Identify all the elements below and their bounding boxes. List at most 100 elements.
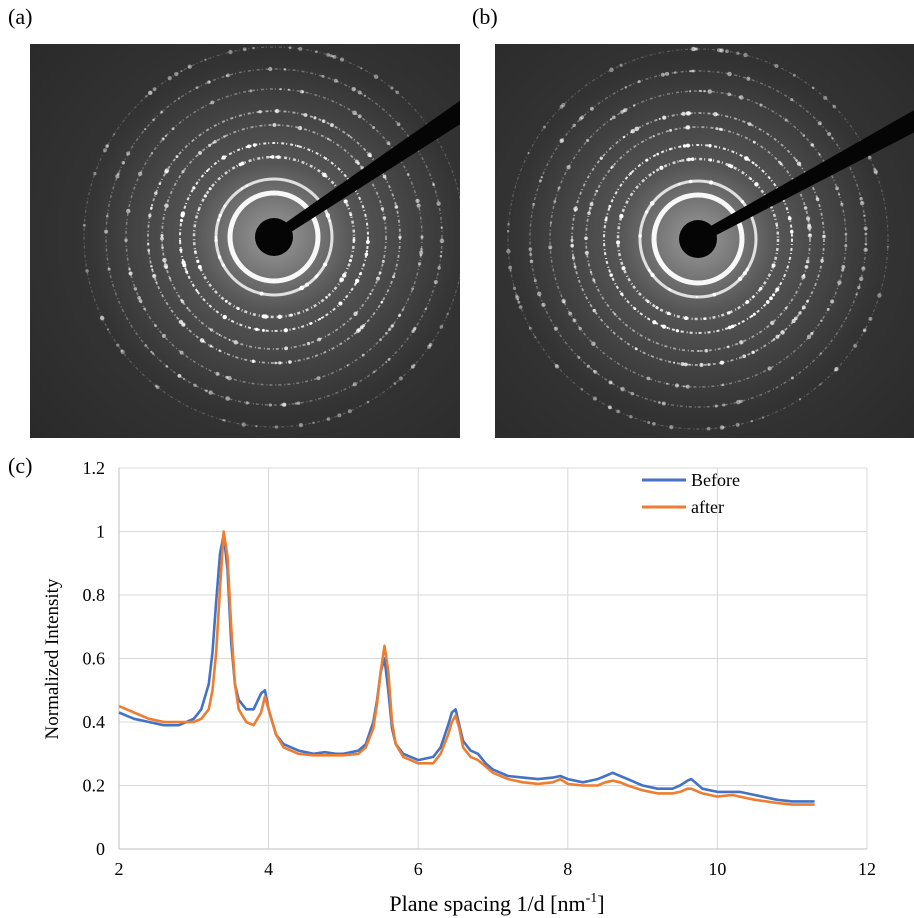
diffraction-spot (386, 141, 391, 146)
diffraction-spot (509, 269, 512, 272)
diffraction-spot (507, 223, 510, 226)
diffraction-spot (775, 224, 778, 227)
diffraction-spot (424, 307, 427, 311)
diffraction-spot (137, 171, 143, 177)
diffraction-spot (652, 135, 655, 138)
diffraction-spot (277, 314, 282, 319)
diffraction-spot (387, 358, 391, 361)
diffraction-spot (798, 398, 802, 401)
diffraction-spot (352, 239, 356, 242)
diffraction-spot (314, 275, 318, 279)
diffraction-spot (767, 366, 772, 371)
diffraction-spot (633, 307, 637, 311)
diffraction-spot (807, 225, 812, 230)
diffraction-spot (272, 122, 277, 128)
diffraction-spot (218, 255, 221, 258)
diffraction-spot (161, 333, 166, 338)
diffraction-spot (650, 272, 654, 276)
diffraction-spot (629, 172, 632, 175)
diffraction-spot (85, 269, 89, 273)
diffraction-spot (415, 198, 420, 204)
diffraction-spot (180, 211, 186, 216)
diffraction-spot (791, 318, 796, 324)
diffraction-spot (116, 343, 120, 347)
diffraction-spot (554, 363, 559, 368)
diffraction-spot (357, 90, 362, 95)
diffraction-spot (608, 204, 612, 208)
diffraction-spot (674, 383, 680, 388)
diffraction-spot (752, 295, 755, 298)
diffraction-spot (614, 313, 617, 316)
diffraction-spot (707, 363, 711, 366)
diffraction-spot (536, 291, 542, 297)
diffraction-spot (148, 213, 152, 218)
diffraction-spot (751, 314, 754, 317)
diffraction-spot (527, 151, 530, 155)
diffraction-spot (321, 316, 324, 319)
diffraction-spot (774, 63, 779, 69)
diffraction-spot (703, 89, 706, 93)
diffraction-spot (634, 347, 638, 351)
diffraction-spot (288, 360, 292, 364)
diffraction-spot (684, 316, 688, 321)
diffraction-spot (339, 277, 344, 282)
diffraction-spot (199, 338, 205, 343)
diffraction-spot (673, 71, 677, 74)
diffraction-spot (665, 382, 669, 385)
diffraction-spot (810, 331, 814, 336)
diffraction-spot (222, 314, 227, 320)
diffraction-spot (714, 404, 718, 408)
diffraction-spot (195, 86, 199, 90)
diffraction-spot (751, 350, 755, 355)
diffraction-spot (721, 383, 725, 387)
diffraction-spot (197, 209, 200, 212)
diffraction-spot (321, 74, 325, 78)
diffraction-spot (318, 317, 322, 321)
diffraction-spot (150, 350, 153, 353)
diffraction-spot (548, 245, 553, 250)
diffraction-ring (603, 144, 793, 334)
diffraction-spot (747, 122, 752, 126)
diffraction-spot (107, 267, 111, 271)
diffraction-spot (719, 361, 724, 365)
diffraction-spot (784, 307, 788, 310)
diffraction-spot (688, 363, 692, 366)
beam-stop-arm (271, 100, 460, 242)
diffraction-spot (864, 232, 868, 236)
diffraction-spot (223, 204, 227, 208)
diffraction-spot (752, 312, 756, 316)
diffraction-spot (330, 123, 334, 128)
diffraction-spot (339, 57, 345, 62)
diffraction-spot (678, 183, 681, 186)
diffraction-spot (778, 160, 781, 164)
diffraction-spot (245, 401, 249, 405)
diffraction-spot (820, 319, 823, 322)
diffraction-spot (93, 171, 97, 176)
diffraction-spot (298, 46, 303, 51)
diffraction-spot (706, 426, 711, 431)
diffraction-spot (619, 213, 624, 219)
diffraction-spot (831, 137, 834, 140)
diffraction-spot (573, 265, 577, 269)
diffraction-spot (804, 264, 809, 269)
diffraction-spot (208, 390, 213, 395)
diffraction-spot (655, 306, 659, 310)
diffraction-spot (730, 324, 735, 329)
diffraction-spot (126, 208, 131, 214)
diffraction-spot (365, 250, 369, 253)
x-tick-label: 10 (708, 859, 726, 879)
diffraction-spot (593, 370, 598, 374)
diffraction-spot (353, 311, 358, 316)
diffraction-spot (177, 373, 182, 378)
x-tick-label: 4 (264, 859, 273, 879)
diffraction-spot (559, 104, 564, 109)
diffraction-spot (750, 419, 754, 423)
diffraction-spot (186, 307, 189, 310)
diffraction-spot (137, 296, 141, 300)
diffraction-spot (195, 289, 198, 292)
diffraction-spot (841, 268, 845, 272)
diffraction-spot (595, 189, 599, 193)
diffraction-spot (270, 155, 275, 159)
diffraction-spot (251, 359, 255, 364)
diffraction-spot (106, 328, 110, 331)
